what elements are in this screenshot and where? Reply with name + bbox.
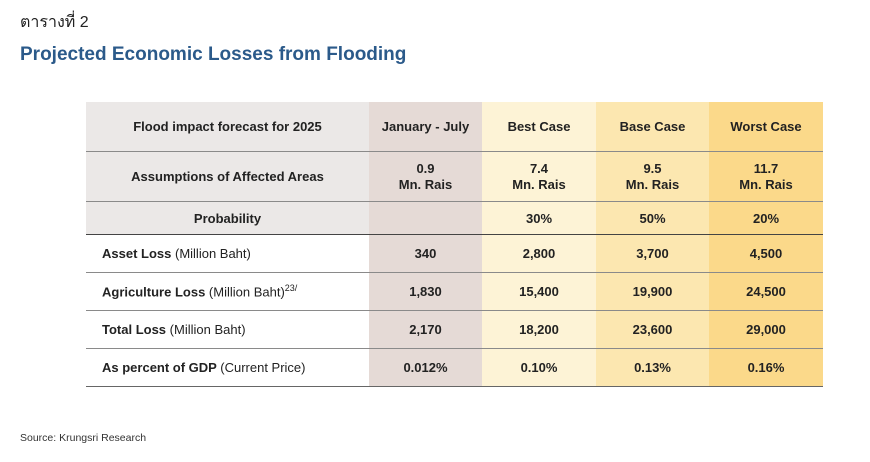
table-cell: 3,700	[596, 234, 709, 273]
table-cell: 30%	[482, 201, 596, 235]
table-cell: 340	[369, 234, 482, 273]
table-cell: 2,170	[369, 310, 482, 349]
table-cell: 15,400	[482, 272, 596, 311]
row-label: As percent of GDP (Current Price)	[86, 348, 369, 387]
page-title: Projected Economic Losses from Flooding	[20, 44, 407, 65]
table-cell: 19,900	[596, 272, 709, 311]
row-label: Assumptions of Affected Areas	[86, 151, 369, 202]
table-cell: 0.9 Mn. Rais	[369, 151, 482, 202]
table-cell: 1,830	[369, 272, 482, 311]
table-cell: 0.13%	[596, 348, 709, 387]
row-label: Agriculture Loss (Million Baht)23/	[86, 272, 369, 311]
table-cell: 20%	[709, 201, 823, 235]
table-cell: 0.10%	[482, 348, 596, 387]
flood-loss-table: Flood impact forecast for 2025 January -…	[86, 102, 823, 387]
table-cell: 2,800	[482, 234, 596, 273]
table-row: Total Loss (Million Baht) 2,170 18,200 2…	[86, 310, 823, 349]
source-note: Source: Krungsri Research	[20, 432, 147, 444]
table-row: As percent of GDP (Current Price) 0.012%…	[86, 348, 823, 387]
table-cell: 50%	[596, 201, 709, 235]
table-cell: 9.5 Mn. Rais	[596, 151, 709, 202]
table-cell	[369, 201, 482, 235]
table-cell: 4,500	[709, 234, 823, 273]
footnote-ref: 23/	[284, 283, 298, 294]
row-label: Total Loss (Million Baht)	[86, 310, 369, 349]
column-header-best-case: Best Case	[482, 102, 596, 152]
probability-row: Probability 30% 50% 20%	[86, 201, 823, 235]
table-cell: 11.7 Mn. Rais	[709, 151, 823, 202]
table-cell: 0.012%	[369, 348, 482, 387]
table-row: Agriculture Loss (Million Baht)23/ 1,830…	[86, 272, 823, 311]
row-label: Asset Loss (Million Baht)	[86, 234, 369, 273]
table-number: ตารางที่ 2	[20, 14, 89, 31]
header-row: Flood impact forecast for 2025 January -…	[86, 102, 823, 152]
row-label: Probability	[86, 201, 369, 235]
table-cell: 18,200	[482, 310, 596, 349]
table-row: Asset Loss (Million Baht) 340 2,800 3,70…	[86, 234, 823, 273]
table-cell: 7.4 Mn. Rais	[482, 151, 596, 202]
table-cell: 23,600	[596, 310, 709, 349]
table-cell: 24,500	[709, 272, 823, 311]
table-cell: 0.16%	[709, 348, 823, 387]
header-label: Flood impact forecast for 2025	[86, 102, 369, 152]
column-header-worst-case: Worst Case	[709, 102, 823, 152]
assumptions-row: Assumptions of Affected Areas 0.9 Mn. Rai…	[86, 151, 823, 202]
column-header-base-case: Base Case	[596, 102, 709, 152]
column-header-jan-jul: January - July	[369, 102, 482, 152]
table-cell: 29,000	[709, 310, 823, 349]
